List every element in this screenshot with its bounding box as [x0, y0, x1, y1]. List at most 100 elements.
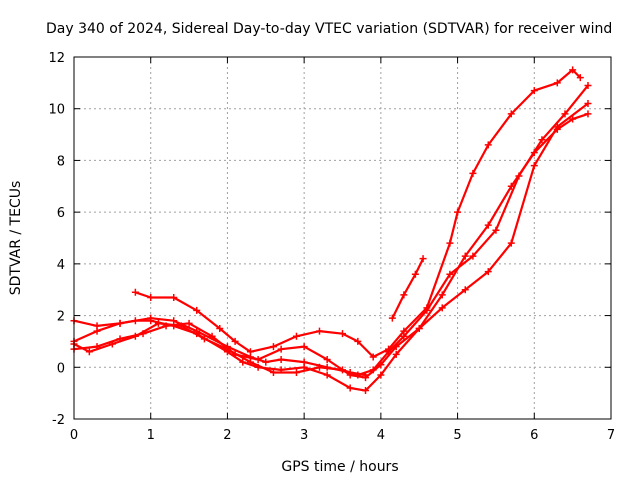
- y-tick-label: 12: [48, 51, 65, 66]
- data-point: [419, 255, 427, 263]
- data-point: [446, 239, 454, 247]
- y-tick-label: 2: [57, 310, 65, 325]
- data-point: [438, 291, 446, 299]
- data-point: [385, 345, 393, 353]
- data-point: [108, 340, 116, 348]
- x-tick-label: 1: [147, 428, 155, 443]
- data-point: [315, 327, 323, 335]
- series-track-3: [70, 110, 592, 382]
- x-tick-label: 3: [300, 428, 308, 443]
- data-point: [147, 293, 155, 301]
- data-point: [93, 327, 101, 335]
- grid: [74, 57, 611, 419]
- data-point: [484, 221, 492, 229]
- data-point: [246, 358, 254, 366]
- data-point: [269, 368, 277, 376]
- y-tick-label: 6: [57, 206, 65, 221]
- data-point: [507, 239, 515, 247]
- y-tick-label: 4: [57, 258, 65, 273]
- data-point: [315, 363, 323, 371]
- data-point: [262, 358, 270, 366]
- x-tick-label: 7: [607, 428, 615, 443]
- data-point: [354, 371, 362, 379]
- x-tick-label: 6: [530, 428, 538, 443]
- series-track-6: [388, 255, 427, 322]
- data-point: [292, 368, 300, 376]
- data-point: [177, 322, 185, 330]
- data-point: [208, 332, 216, 340]
- data-point: [484, 141, 492, 149]
- data-point: [446, 270, 454, 278]
- x-axis-label: GPS time / hours: [281, 459, 398, 475]
- data-point: [553, 79, 561, 87]
- x-tick-label: 0: [70, 428, 78, 443]
- data-point: [193, 306, 201, 314]
- x-tick-label: 4: [377, 428, 385, 443]
- data-point: [415, 325, 423, 332]
- series-track-2: [70, 100, 592, 395]
- data-point: [323, 371, 331, 379]
- data-point: [223, 345, 231, 353]
- data-point: [339, 366, 346, 374]
- data-point: [400, 291, 408, 299]
- data-point: [154, 319, 162, 327]
- data-point: [584, 81, 592, 89]
- data-point: [277, 356, 285, 364]
- y-axis-label: SDTVAR / TECUs: [8, 181, 24, 296]
- data-point: [131, 317, 139, 325]
- data-point: [530, 162, 538, 170]
- data-point: [584, 110, 592, 118]
- data-point: [292, 332, 300, 340]
- data-point: [461, 252, 469, 260]
- y-tick-label: -2: [52, 413, 65, 428]
- data-point: [454, 208, 462, 216]
- data-point: [231, 337, 239, 345]
- data-layer: [70, 66, 592, 395]
- data-point: [530, 87, 538, 95]
- data-point: [538, 136, 546, 144]
- data-point: [147, 317, 155, 325]
- data-point: [569, 66, 577, 74]
- data-point: [346, 384, 354, 392]
- data-point: [400, 327, 408, 335]
- y-tick-label: 0: [57, 361, 65, 376]
- data-point: [131, 332, 139, 340]
- data-point: [277, 345, 285, 353]
- data-point: [323, 356, 331, 364]
- data-point: [369, 366, 377, 374]
- data-point: [362, 387, 370, 395]
- data-point: [377, 371, 385, 379]
- series-track-4: [70, 81, 592, 379]
- data-point: [254, 356, 262, 364]
- x-tick-label: 2: [223, 428, 231, 443]
- data-point: [484, 268, 492, 276]
- data-point: [200, 335, 208, 343]
- data-point: [131, 288, 139, 296]
- data-point: [392, 350, 400, 358]
- data-point: [369, 353, 377, 361]
- data-point: [216, 325, 224, 332]
- data-point: [561, 110, 569, 118]
- data-point: [269, 343, 277, 351]
- data-point: [584, 100, 592, 108]
- data-point: [300, 363, 308, 371]
- data-point: [354, 337, 362, 345]
- data-point: [362, 374, 370, 382]
- data-point: [239, 358, 247, 366]
- data-point: [388, 314, 396, 322]
- data-point: [411, 270, 419, 278]
- data-point: [492, 226, 500, 234]
- data-point: [170, 293, 178, 301]
- data-point: [507, 110, 515, 118]
- data-point: [569, 115, 577, 123]
- data-point: [461, 286, 469, 294]
- series-line: [391, 257, 425, 320]
- series-track-5: [131, 66, 584, 361]
- data-point: [469, 169, 477, 177]
- chart-title: Day 340 of 2024, Sidereal Day-to-day VTE…: [46, 21, 612, 37]
- data-point: [469, 252, 477, 260]
- data-point: [438, 304, 446, 312]
- data-point: [576, 74, 584, 82]
